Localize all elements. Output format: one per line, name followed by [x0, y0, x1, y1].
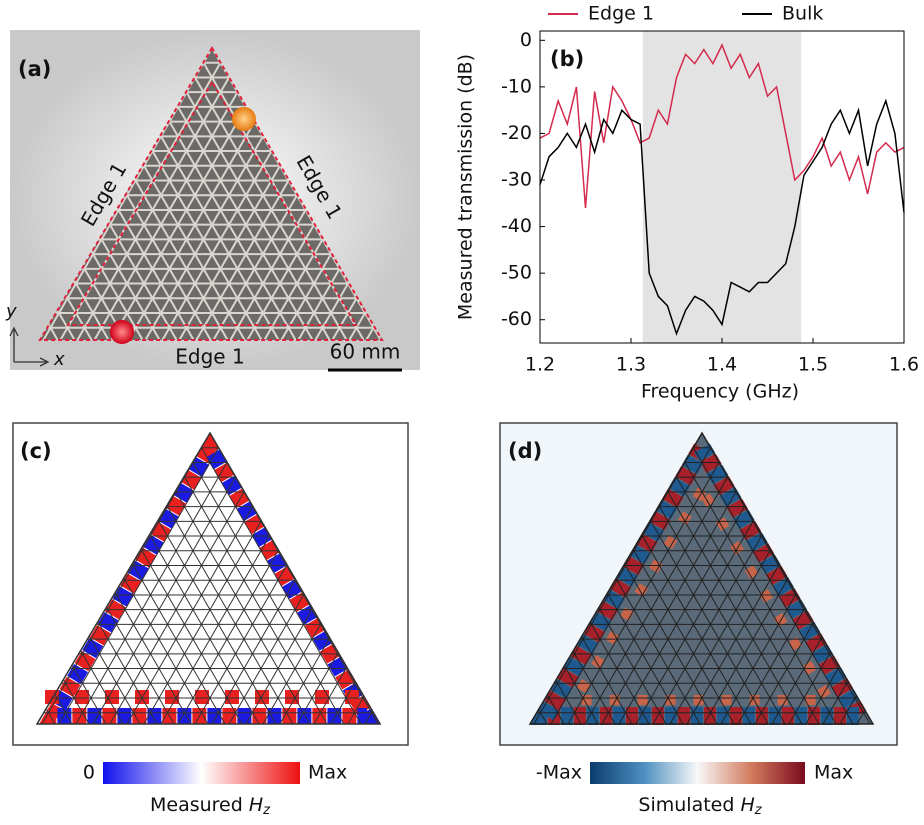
- lattice-line: [908, 433, 924, 724]
- y-tick-label: -20: [501, 122, 532, 144]
- lattice-line: [467, 48, 636, 340]
- panel-label: (b): [550, 47, 584, 71]
- probe: [110, 320, 134, 344]
- x-tick-label: 1.6: [889, 354, 919, 376]
- caption: Simulated: [638, 794, 734, 816]
- lattice-line: [399, 48, 568, 340]
- x-axis-title: Frequency (GHz): [641, 381, 799, 403]
- lattice-line: [0, 48, 7, 340]
- panel-b: (b) Frequency (GHz) Measured transmissio…: [455, 3, 920, 403]
- y-tick-label: 0: [520, 29, 532, 51]
- colorbar: [590, 762, 805, 784]
- colorbar: [103, 762, 300, 784]
- x-tick-label: 1.2: [525, 354, 555, 376]
- figure: (a) Edge 1 Edge 1 Edge 1 60 mm y x (b) F…: [0, 0, 924, 821]
- y-tick-label: -50: [501, 262, 532, 284]
- scale-label: 60 mm: [330, 340, 401, 364]
- lattice-line: [906, 433, 924, 724]
- subscript: z: [262, 803, 271, 818]
- colorbar-max: Max: [308, 762, 347, 784]
- symbol: H: [740, 794, 754, 816]
- subscript: z: [754, 803, 763, 818]
- colorbar-caption: Measured Hz: [150, 794, 271, 818]
- y-tick-label: -60: [501, 308, 532, 330]
- axis-x: x: [53, 349, 65, 370]
- symbol: H: [249, 794, 263, 816]
- legend-label: Edge 1: [588, 3, 654, 25]
- colorbar-max: Max: [814, 762, 853, 784]
- colorbar-caption: Simulated Hz: [638, 794, 762, 818]
- legend-label: Bulk: [782, 3, 823, 25]
- panel-label: (d): [508, 439, 542, 463]
- colorbar-min: -Max: [536, 762, 582, 784]
- lattice-line: [0, 433, 6, 724]
- lattice-line: [0, 48, 8, 340]
- y-tick-label: -10: [501, 75, 532, 97]
- shaded-band: [643, 31, 801, 343]
- lattice-line: [0, 433, 4, 724]
- y-tick-label: -30: [501, 169, 532, 191]
- x-tick-label: 1.3: [616, 354, 646, 376]
- axis-y: y: [5, 301, 17, 322]
- source: [232, 107, 256, 131]
- caption: Measured: [150, 794, 243, 816]
- x-tick-label: 1.4: [707, 354, 737, 376]
- y-tick-label: -40: [501, 215, 532, 237]
- lattice-line: [400, 48, 569, 340]
- edge-label: Edge 1: [175, 345, 244, 369]
- x-tick-label: 1.5: [798, 354, 828, 376]
- panel-label: (a): [18, 57, 51, 81]
- y-axis-title: Measured transmission (dB): [455, 54, 477, 320]
- panel-label: (c): [20, 439, 52, 463]
- colorbar-min: 0: [83, 762, 95, 784]
